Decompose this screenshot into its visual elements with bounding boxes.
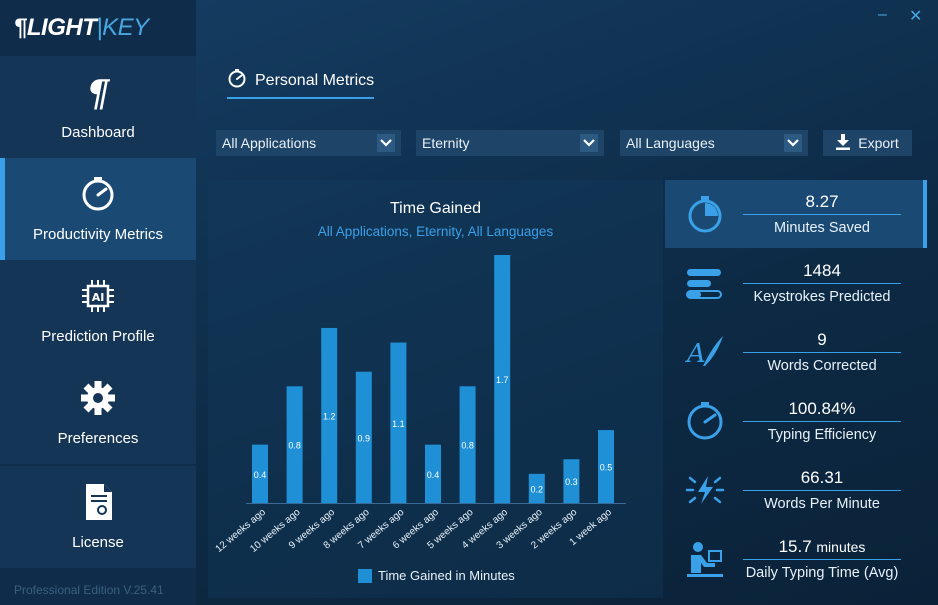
- bar-data-label: 0.4: [254, 470, 267, 480]
- bar-data-label: 0.9: [358, 433, 371, 443]
- chart-bar: [286, 386, 303, 503]
- keystroke-bars-icon: [683, 263, 727, 303]
- sidebar-item-preferences[interactable]: Preferences: [0, 362, 196, 464]
- sidebar-item-dashboard[interactable]: ¶ Dashboard: [0, 56, 196, 158]
- svg-text:AI: AI: [92, 291, 105, 304]
- application-select[interactable]: All Applications: [216, 130, 401, 156]
- gauge-icon: [683, 401, 727, 441]
- quill-correct-icon: A: [683, 332, 727, 372]
- export-label: Export: [858, 135, 899, 151]
- legend-label: Time Gained in Minutes: [378, 568, 515, 583]
- download-icon: [836, 133, 851, 153]
- metric-label: Keystrokes Predicted: [753, 289, 891, 305]
- page-header-tab[interactable]: Personal Metrics: [227, 68, 375, 99]
- metric-label: Minutes Saved: [774, 220, 870, 236]
- speedometer-icon: [80, 174, 116, 214]
- metric-minutes-saved[interactable]: 8.27 Minutes Saved: [665, 180, 927, 248]
- bar-data-label: 1.7: [496, 375, 509, 385]
- chart-bar: [598, 430, 614, 503]
- chevron-down-icon: [784, 134, 802, 152]
- bar-data-label: 1.1: [392, 419, 405, 429]
- metric-value: 9: [743, 330, 901, 353]
- app-logo: ¶LIGHT|KEY: [14, 14, 149, 41]
- sidebar-item-label: Preferences: [57, 430, 139, 447]
- speedometer-icon: [227, 68, 247, 93]
- bar-data-label: 0.8: [461, 441, 474, 451]
- metric-label: Words Corrected: [767, 358, 877, 374]
- language-select[interactable]: All Languages: [620, 130, 808, 156]
- svg-text:¶: ¶: [87, 73, 111, 112]
- ai-chip-icon: AI: [80, 276, 116, 316]
- sidebar-item-label: License: [72, 534, 124, 551]
- metric-words-per-minute[interactable]: 66.31 Words Per Minute: [665, 456, 927, 524]
- chart-bar: [494, 255, 511, 503]
- metric-label: Daily Typing Time (Avg): [745, 565, 899, 581]
- chart-bar: [252, 444, 268, 503]
- chevron-down-icon: [377, 134, 395, 152]
- sidebar-item-license[interactable]: License: [0, 466, 196, 568]
- application-select-value: All Applications: [222, 135, 317, 151]
- chart-bar: [528, 473, 545, 503]
- page-title: Personal Metrics: [255, 71, 375, 89]
- close-button[interactable]: ✕: [909, 8, 923, 25]
- chart-bar: [321, 327, 338, 503]
- sidebar-item-productivity-metrics[interactable]: Productivity Metrics: [0, 158, 196, 260]
- period-select-value: Eternity: [422, 135, 470, 151]
- chevron-down-icon: [580, 134, 598, 152]
- language-select-value: All Languages: [626, 135, 715, 151]
- lightning-burst-icon: [683, 470, 727, 510]
- bar-data-label: 0.5: [600, 463, 613, 473]
- sidebar-item-label: Prediction Profile: [41, 328, 155, 345]
- time-gained-chart-panel: Time Gained All Applications, Eternity, …: [208, 180, 663, 598]
- chart-subtitle: All Applications, Eternity, All Language…: [317, 224, 554, 239]
- sidebar: ¶LIGHT|KEY ¶ Dashboard Productivity Metr…: [0, 0, 196, 605]
- person-typing-icon: [683, 539, 727, 579]
- chart-bar: [425, 444, 441, 503]
- edition-label: Professional Edition V.25.41: [14, 583, 164, 597]
- chart-title: Time Gained: [390, 200, 481, 217]
- bar-data-label: 0.8: [288, 441, 301, 451]
- metric-typing-efficiency[interactable]: 100.84% Typing Efficiency: [665, 387, 927, 455]
- sidebar-item-label: Productivity Metrics: [32, 226, 164, 243]
- chart-bar: [459, 386, 476, 503]
- bar-data-label: 0.4: [427, 470, 440, 480]
- metric-label: Typing Efficiency: [767, 427, 877, 443]
- metric-value: 100.84%: [743, 399, 901, 422]
- sidebar-item-label: Dashboard: [61, 124, 135, 141]
- gear-icon: [80, 378, 116, 418]
- pilcrow-l-logo-icon: ¶: [78, 72, 118, 112]
- metric-daily-typing-time[interactable]: 15.7 minutes Daily Typing Time (Avg): [665, 525, 927, 593]
- stopwatch-icon: [683, 194, 727, 234]
- period-select[interactable]: Eternity: [416, 130, 604, 156]
- bar-data-label: 0.3: [565, 477, 578, 487]
- main-content: – ✕ Personal Metrics All Applications Et…: [196, 0, 938, 605]
- chart-bar: [390, 342, 407, 503]
- metric-value: 1484: [743, 261, 901, 284]
- legend-swatch: [358, 568, 372, 583]
- certificate-document-icon: [80, 482, 116, 522]
- chart-bar: [563, 459, 580, 503]
- metric-value: 8.27: [743, 192, 901, 215]
- chart-legend: Time Gained in Minutes: [358, 568, 515, 583]
- metric-value: 15.7 minutes: [743, 537, 901, 560]
- chart-bar: [355, 371, 372, 503]
- export-button[interactable]: Export: [823, 130, 912, 156]
- svg-text:A: A: [685, 339, 706, 369]
- bar-data-label: 0.2: [531, 484, 544, 494]
- sidebar-item-prediction-profile[interactable]: AI Prediction Profile: [0, 260, 196, 362]
- metric-words-corrected[interactable]: A 9 Words Corrected: [665, 318, 927, 386]
- minimize-button[interactable]: –: [878, 6, 887, 23]
- bar-data-label: 1.2: [323, 411, 336, 421]
- metric-value: 66.31: [743, 468, 901, 491]
- metric-label: Words Per Minute: [764, 496, 880, 512]
- metrics-panel: 8.27 Minutes Saved 1484 Keystrokes Predi…: [665, 180, 927, 598]
- metric-keystrokes-predicted[interactable]: 1484 Keystrokes Predicted: [665, 249, 927, 317]
